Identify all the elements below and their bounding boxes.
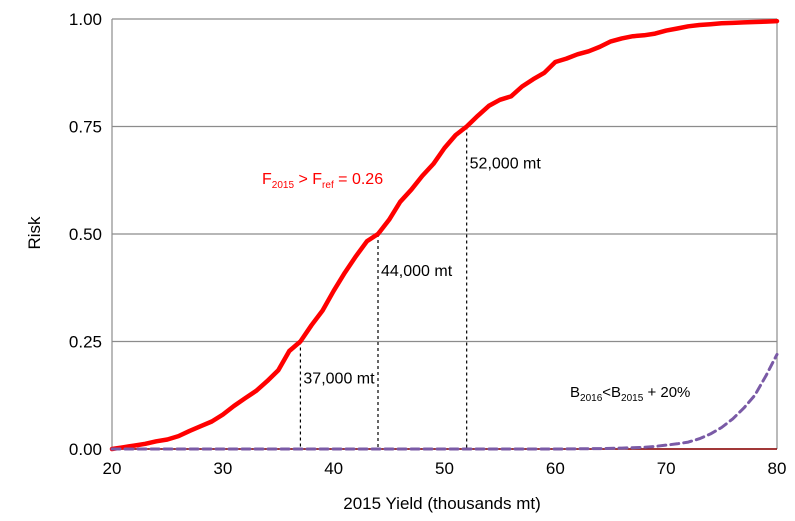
y-tick-label-3: 0.75 bbox=[69, 118, 102, 137]
x-tick-label-6: 80 bbox=[768, 459, 787, 478]
f-ref-annotation-sub-year: 2015 bbox=[272, 180, 295, 191]
biomass-annotation-rest: + 20% bbox=[643, 384, 690, 401]
x-tick-label-1: 30 bbox=[213, 459, 232, 478]
y-tick-label-2: 0.50 bbox=[69, 225, 102, 244]
x-tick-label-4: 60 bbox=[546, 459, 565, 478]
x-tick-label-5: 70 bbox=[657, 459, 676, 478]
f-ref-annotation-eq: = 0.26 bbox=[334, 171, 383, 188]
series-line-biomass bbox=[110, 352, 779, 451]
marker-label-2: 52,000 mt bbox=[470, 156, 542, 173]
biomass-annotation: B2016<B2015 + 20% bbox=[570, 384, 690, 404]
biomass-annotation-base: B bbox=[570, 384, 580, 401]
y-axis-label: Risk bbox=[25, 216, 44, 250]
marker-label-1: 44,000 mt bbox=[381, 263, 453, 280]
y-tick-label-4: 1.00 bbox=[69, 10, 102, 29]
marker-lines bbox=[299, 126, 468, 449]
biomass-annotation-sub-2016: 2016 bbox=[580, 393, 603, 404]
marker-labels: 37,000 mt 44,000 mt 52,000 mt bbox=[303, 156, 541, 388]
y-tick-label-0: 0.00 bbox=[69, 440, 102, 459]
f-ref-annotation: F2015 > Fref = 0.26 bbox=[262, 171, 383, 191]
f-ref-annotation-gt: > F bbox=[294, 171, 322, 188]
x-tick-label-3: 50 bbox=[435, 459, 454, 478]
marker-label-0: 37,000 mt bbox=[303, 371, 375, 388]
x-tick-label-0: 20 bbox=[103, 459, 122, 478]
f-ref-annotation-sub-ref: ref bbox=[322, 180, 334, 191]
x-axis-label: 2015 Yield (thousands mt) bbox=[343, 494, 541, 513]
f-ref-annotation-base: F bbox=[262, 171, 272, 188]
series-line-f_ref bbox=[109, 18, 780, 452]
y-tick-label-1: 0.25 bbox=[69, 333, 102, 352]
biomass-annotation-sub-2015: 2015 bbox=[621, 393, 644, 404]
series-lines bbox=[109, 18, 780, 452]
biomass-annotation-lt: <B bbox=[602, 384, 621, 401]
x-tick-label-2: 40 bbox=[324, 459, 343, 478]
tick-labels: 0.00 0.25 0.50 0.75 1.00 20 30 40 50 60 70 80 bbox=[69, 10, 787, 478]
